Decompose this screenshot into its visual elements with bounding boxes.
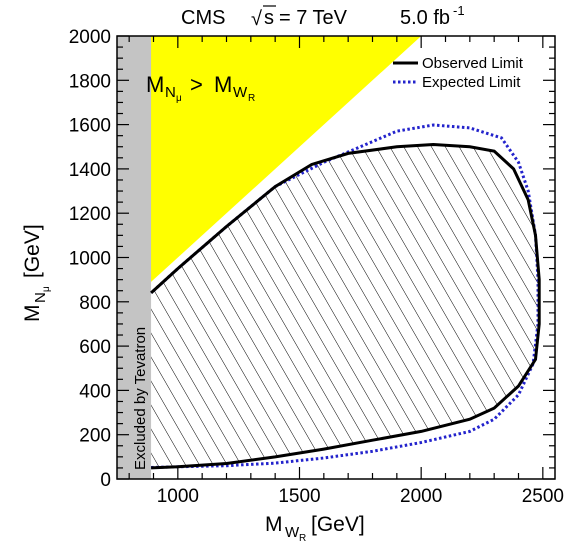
y-tick-label: 1000: [69, 249, 111, 270]
kinematic-region-fill: [117, 36, 422, 313]
y-axis-title: M N μ [GeV]: [21, 224, 52, 322]
y-tick-label: 1600: [69, 116, 111, 137]
energy-value: = 7 TeV: [279, 7, 348, 29]
y-tick-label: 800: [79, 293, 111, 314]
y-tick-label: 0: [100, 470, 111, 491]
chart-header: CMS √ s = 7 TeV 5.0 fb -1: [181, 3, 465, 30]
experiment-label: CMS: [181, 7, 225, 29]
y-axis-title-n: N: [32, 292, 49, 303]
region-label-m1: M: [146, 72, 164, 97]
axis-ticks: [117, 35, 555, 480]
y-tick-label: 400: [79, 381, 111, 402]
region-label-n: N: [165, 84, 176, 101]
excluded-hatch-region: [151, 144, 540, 468]
x-axis-title-r: R: [299, 533, 306, 544]
x-tick-labels: 1000 1500 2000 2500: [157, 486, 564, 507]
x-axis-title-w: W: [285, 524, 300, 541]
x-tick-label: 2500: [522, 486, 564, 507]
tevatron-label: Excluded by Tevatron: [132, 327, 149, 470]
region-label-op: >: [190, 72, 203, 97]
x-tick-label: 1500: [278, 486, 320, 507]
y-tick-labels: 0 200 400 600 800 1000 1200 1400 1600 18…: [69, 27, 111, 491]
legend-observed-label: Observed Limit: [422, 55, 524, 72]
luminosity-exponent: -1: [453, 3, 465, 18]
region-label-r: R: [248, 93, 255, 104]
legend-expected-label: Expected Limit: [422, 74, 521, 91]
y-tick-label: 1800: [69, 71, 111, 92]
y-tick-label: 2000: [69, 27, 111, 48]
region-label-w: W: [233, 84, 248, 101]
x-axis-title-m: M: [265, 513, 283, 536]
y-tick-label: 1400: [69, 160, 111, 181]
energy-variable: s: [264, 7, 274, 29]
y-axis-title-unit: [GeV]: [21, 224, 44, 278]
y-axis-title-mu: μ: [41, 286, 52, 292]
x-axis-title: M W R [GeV]: [265, 513, 365, 544]
sqrt-symbol: √: [251, 8, 262, 30]
y-tick-label: 1200: [69, 204, 111, 225]
observed-limit-line: [150, 142, 541, 470]
x-tick-label: 1000: [157, 486, 199, 507]
region-label-m2: M: [214, 72, 232, 97]
x-tick-label: 2000: [400, 486, 442, 507]
plot-area: [117, 36, 541, 479]
x-axis-title-unit: [GeV]: [311, 513, 365, 536]
y-axis-title-m: M: [21, 305, 44, 323]
region-label-mu: μ: [176, 93, 182, 104]
y-tick-label: 600: [79, 337, 111, 358]
luminosity-label: 5.0 fb: [400, 7, 450, 29]
kinematic-region-label: M N μ > M W R: [146, 72, 255, 104]
legend: Observed Limit Expected Limit: [393, 55, 524, 91]
y-tick-label: 200: [79, 426, 111, 447]
